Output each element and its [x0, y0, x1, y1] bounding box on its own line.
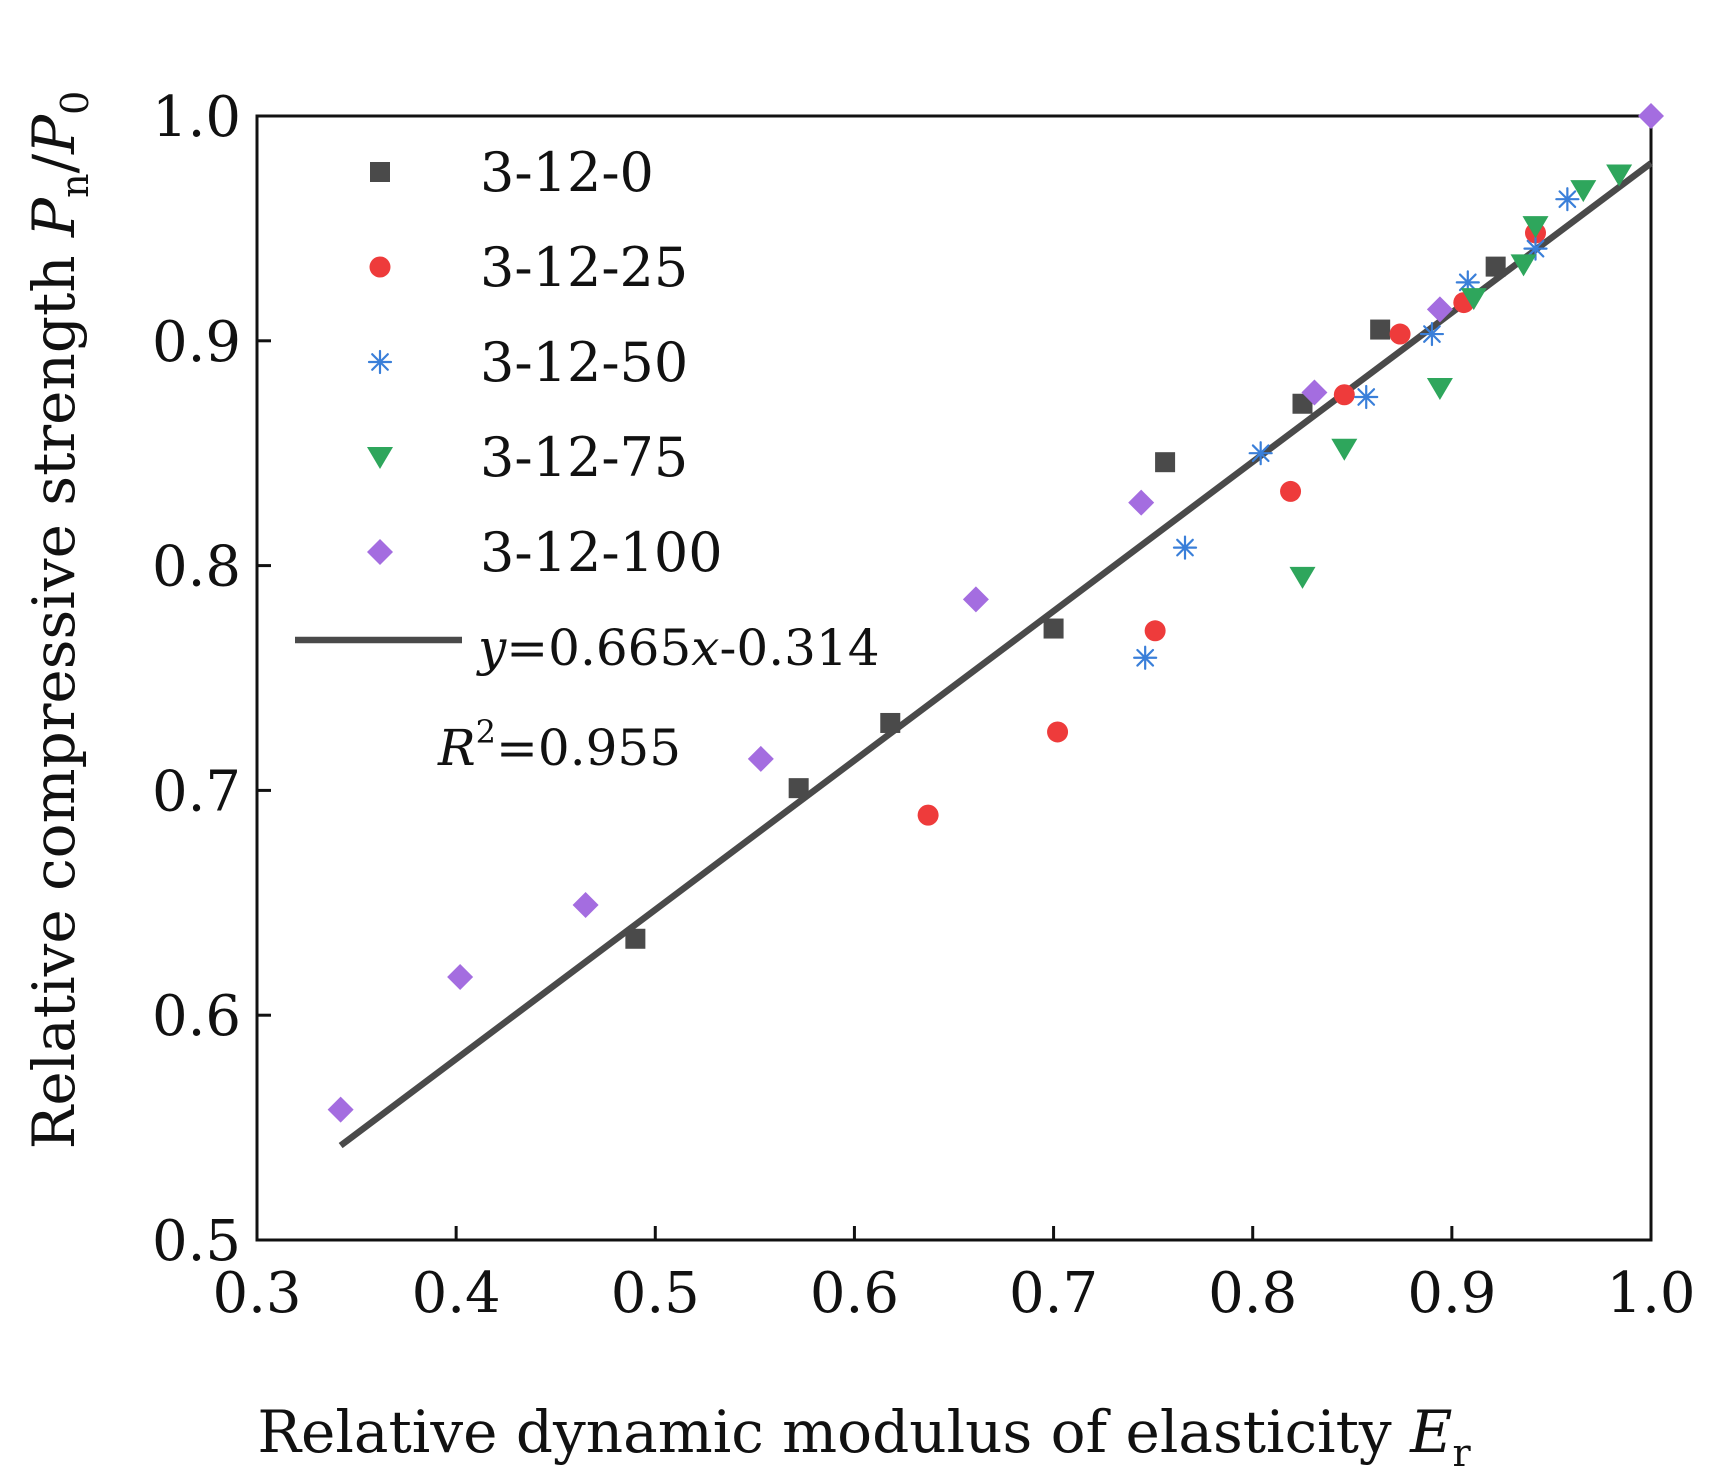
data-point [1523, 236, 1548, 261]
data-point [1133, 645, 1158, 670]
plot-border [255, 114, 1653, 1242]
data-points-layer [327, 103, 1664, 1123]
data-point [1419, 321, 1445, 347]
fit-r-squared-value: =0.955 [496, 719, 681, 777]
legend-marker [367, 447, 393, 469]
data-point [1370, 319, 1391, 340]
y-axis-title-var2: P [20, 114, 88, 155]
x-axis-title-main: Relative dynamic modulus of elasticity [257, 1398, 1410, 1466]
x-tick-label: 0.4 [412, 1261, 501, 1326]
data-point [1043, 618, 1064, 639]
fit-r-squared-sup: 2 [476, 713, 496, 751]
fit-r-squared-r: R [437, 719, 476, 777]
data-point [1638, 103, 1664, 129]
fit-equation-y: y [476, 619, 507, 677]
data-point [447, 963, 474, 990]
x-axis-title: Relative dynamic modulus of elasticity E… [257, 1398, 1471, 1475]
data-point [1331, 438, 1358, 461]
y-tick-label: 1.0 [152, 85, 241, 150]
data-point [1354, 384, 1379, 410]
y-tick-label: 0.6 [152, 984, 241, 1049]
fit-equation: y=0.665x-0.314 [476, 619, 880, 677]
data-point [747, 745, 774, 772]
legend-label: 3-12-25 [480, 236, 688, 299]
data-point [1172, 535, 1198, 560]
y-tick-label: 0.5 [152, 1209, 241, 1274]
data-point [1570, 180, 1597, 203]
legend-label: 3-12-0 [480, 141, 654, 204]
legend-marker [367, 539, 393, 565]
plot-frame [255, 114, 1653, 1242]
data-point [1389, 323, 1411, 345]
legend-marker [370, 162, 390, 182]
data-point [1522, 216, 1549, 239]
series-3-12-0 [625, 256, 1506, 949]
y-axis-ticks: 0.5 0.6 0.7 0.8 0.9 1.0 [152, 85, 271, 1274]
data-point [1460, 288, 1487, 311]
data-point [1289, 566, 1316, 589]
y-axis-title-sub2: 0 [53, 91, 97, 115]
x-tick-label: 0.3 [212, 1261, 301, 1326]
data-point [1426, 378, 1453, 401]
legend-marker [367, 349, 393, 375]
data-point [625, 928, 646, 949]
x-tick-label: 0.8 [1208, 1261, 1297, 1326]
fit-r-squared: R2=0.955 [437, 713, 681, 777]
data-point [1455, 270, 1480, 295]
data-point [962, 586, 989, 613]
x-tick-label: 0.7 [1009, 1261, 1098, 1326]
fit-equation-x: x [691, 619, 719, 677]
y-tick-label: 0.8 [152, 535, 241, 600]
data-point [1128, 489, 1155, 516]
legend-marker [369, 256, 391, 278]
x-axis-title-sub: r [1452, 1431, 1471, 1475]
series-3-12-50 [1133, 187, 1580, 670]
y-tick-label: 0.9 [152, 310, 241, 375]
x-tick-label: 0.5 [611, 1261, 700, 1326]
x-tick-label: 1.0 [1606, 1261, 1695, 1326]
x-tick-label: 0.6 [810, 1261, 899, 1326]
y-axis-title-main: Relative compressive strength [20, 237, 88, 1149]
data-point [1510, 254, 1537, 277]
legend: 3-12-0 3-12-25 3-12-50 3-12-75 3-12-100 [295, 141, 723, 644]
y-axis-title-var1: P [20, 197, 88, 238]
data-point [1144, 620, 1166, 642]
legend-label: 3-12-50 [480, 331, 688, 394]
data-point [788, 778, 809, 799]
x-axis-ticks: 0.3 0.4 0.5 0.6 0.7 0.8 0.9 1.0 [212, 1226, 1696, 1326]
data-point [1248, 441, 1273, 466]
data-point [572, 892, 599, 919]
fit-equation-intercept: -0.314 [720, 619, 880, 677]
data-point [1426, 296, 1453, 323]
data-point [1292, 393, 1313, 414]
y-axis-title-sub1: n [53, 173, 97, 197]
series-3-12-75 [1289, 164, 1633, 589]
data-point [1047, 721, 1069, 743]
fit-equation-slope: =0.665 [506, 619, 691, 677]
legend-label: 3-12-75 [480, 426, 688, 489]
data-point [1606, 164, 1633, 187]
x-axis-title-var: E [1409, 1398, 1452, 1466]
data-point [1555, 187, 1580, 212]
y-tick-label: 0.7 [152, 759, 241, 824]
data-point [1280, 480, 1302, 502]
x-tick-label: 0.9 [1407, 1261, 1496, 1326]
data-point [327, 1096, 354, 1123]
data-point [1333, 384, 1355, 406]
data-point [917, 804, 939, 826]
data-point [1155, 452, 1176, 473]
data-point [1301, 379, 1328, 406]
series-3-12-100 [327, 103, 1664, 1123]
data-point [880, 712, 901, 733]
legend-label: 3-12-100 [480, 521, 723, 584]
y-axis-title-slash: / [20, 153, 88, 173]
data-point [1485, 256, 1506, 277]
y-axis-title: Relative compressive strength Pn/P0 [20, 91, 97, 1150]
